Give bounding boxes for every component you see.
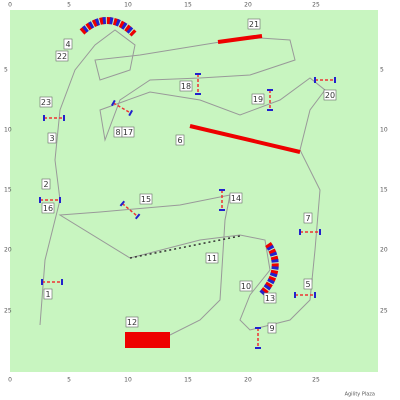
axis-label: 10 [4, 127, 12, 134]
label-box [43, 288, 53, 300]
tunnel [259, 241, 279, 297]
obstacle-label: 17 [123, 128, 133, 137]
label-box [229, 192, 243, 204]
weave-poles [129, 235, 241, 259]
jump [195, 73, 201, 95]
tunnel [125, 332, 170, 348]
field [10, 10, 378, 372]
axis-label: 5 [4, 67, 8, 74]
label-box [39, 96, 53, 108]
jump [314, 77, 336, 83]
label-box [263, 292, 277, 304]
obstacle-label: 18 [181, 82, 191, 91]
axis-label: 5 [67, 377, 71, 384]
jump-bar [121, 202, 139, 218]
obstacle-label: 19 [253, 95, 263, 104]
axis-label: 10 [124, 2, 132, 9]
axis-label: 0 [8, 377, 12, 384]
jump [219, 189, 225, 211]
jump [299, 229, 321, 235]
axis-label: 20 [244, 2, 252, 9]
axis-label: 20 [380, 247, 388, 254]
label-box [247, 18, 261, 30]
obstacle-label: 4 [65, 40, 70, 49]
obstacle-label: 16 [43, 204, 53, 213]
jump [110, 99, 134, 117]
label-box [139, 193, 153, 205]
axis-label: 10 [380, 127, 388, 134]
obstacle-label: 22 [57, 52, 67, 61]
label-box [55, 50, 69, 62]
axis-label: 15 [4, 187, 12, 194]
obstacle-label: 6 [177, 136, 182, 145]
jump-wing [134, 213, 141, 220]
label-box [175, 134, 185, 146]
obstacle-label: 15 [141, 195, 151, 204]
label-box [239, 280, 253, 292]
axis-label: 15 [184, 377, 192, 384]
label-box [41, 178, 51, 190]
label-box [41, 202, 55, 214]
jump-wing [119, 200, 126, 207]
obstacles [79, 17, 301, 348]
label-box [63, 38, 73, 50]
label-box [267, 322, 277, 334]
obstacle-label: 10 [241, 282, 251, 291]
obstacle-label: 21 [249, 20, 259, 29]
obstacle-label: 11 [207, 254, 217, 263]
label-box [303, 278, 313, 290]
axis-label: 20 [4, 247, 12, 254]
jump [39, 197, 61, 203]
obstacle-label: 1 [45, 290, 50, 299]
axis-label: 15 [184, 2, 192, 9]
tunnel [259, 241, 279, 297]
axis-label: 25 [312, 2, 320, 9]
jump-wing [128, 109, 134, 117]
obstacle-label: 7 [305, 214, 310, 223]
obstacle-label: 23 [41, 98, 51, 107]
label-box [125, 316, 139, 328]
label-box [47, 132, 57, 144]
label-box [205, 252, 219, 264]
obstacle-label: 8 [115, 128, 120, 137]
label-box [303, 212, 313, 224]
jump-bar [112, 102, 132, 114]
axis-label: 0 [8, 2, 12, 9]
axis-label: 20 [244, 377, 252, 384]
axis-label: 15 [380, 187, 388, 194]
jump [41, 279, 63, 285]
jump [294, 292, 316, 298]
tunnel [79, 17, 137, 37]
obstacle-label: 3 [49, 134, 54, 143]
axis-label: 25 [380, 308, 388, 315]
jump [119, 200, 141, 220]
course-path [39, 29, 326, 341]
obstacle-label: 5 [305, 280, 310, 289]
axis-label: 5 [67, 2, 71, 9]
axis-label: 10 [124, 377, 132, 384]
obstacle-label: 13 [265, 294, 275, 303]
label-box [121, 126, 135, 138]
obstacle-label: 14 [231, 194, 241, 203]
jump [255, 327, 261, 349]
jumps [39, 73, 336, 349]
jump [267, 89, 273, 111]
obstacle-label: 20 [325, 91, 335, 100]
obstacle-label: 9 [269, 324, 274, 333]
dog-walk [189, 124, 301, 154]
jump-wing [110, 99, 116, 107]
tunnel [217, 34, 263, 44]
jump [43, 115, 65, 121]
label-box [179, 80, 193, 92]
label-box [251, 93, 265, 105]
axis-label: 25 [4, 308, 12, 315]
footer: Agility Plaza [345, 392, 375, 398]
obstacle-label: 2 [43, 180, 48, 189]
label-box [323, 89, 337, 101]
axis-label: 5 [380, 67, 384, 74]
obstacle-label: 12 [127, 318, 137, 327]
axis-label: 25 [312, 377, 320, 384]
